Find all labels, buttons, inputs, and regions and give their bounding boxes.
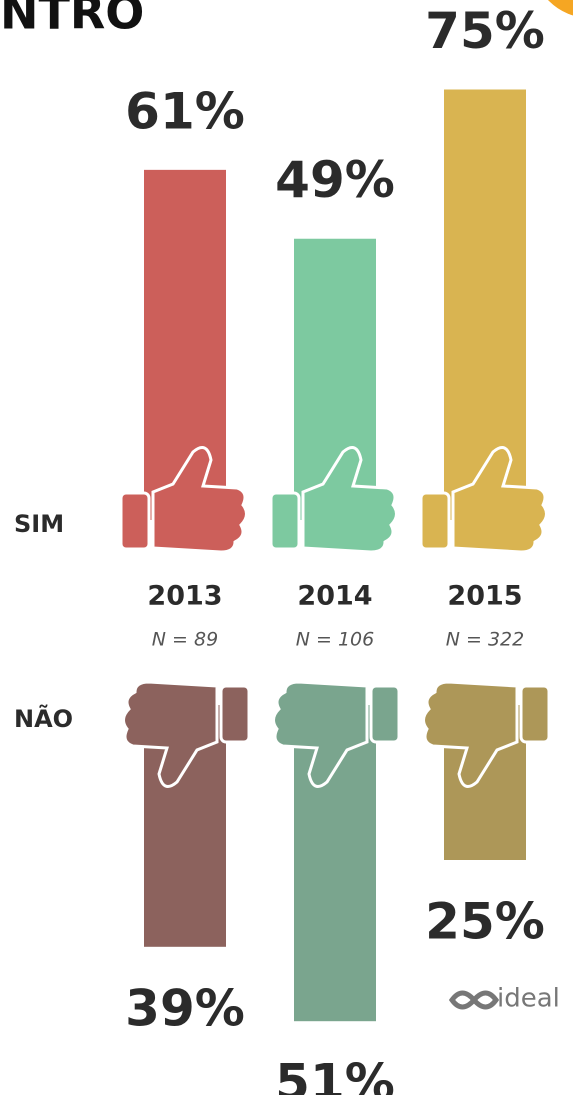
series-label: SIM <box>14 510 64 538</box>
category-label: 2014 <box>297 581 372 612</box>
thumb-cuff <box>369 684 401 744</box>
value-label: 49% <box>275 151 395 209</box>
logo-text: ideal <box>497 984 560 1014</box>
category-label: 2013 <box>147 581 222 612</box>
value-label: 51% <box>275 1054 395 1095</box>
sample-size: N = 322 <box>446 629 524 651</box>
value-label: 39% <box>125 979 245 1037</box>
logo: ideal <box>448 984 560 1014</box>
thumb-down <box>422 680 519 788</box>
thumb-cuff <box>519 684 551 744</box>
sample-size: N = 89 <box>152 629 218 651</box>
sample-size: N = 106 <box>296 629 374 651</box>
chart-title: NTRO <box>0 0 144 40</box>
value-label: 61% <box>125 82 245 140</box>
decor-circle <box>548 0 573 16</box>
thumb-down <box>122 680 219 788</box>
thumb-cuff <box>419 491 451 551</box>
thumb-up <box>151 446 248 554</box>
thumb-cuff <box>269 491 301 551</box>
bar <box>444 89 526 520</box>
thumb-up <box>451 446 548 554</box>
value-label: 75% <box>425 2 545 60</box>
thumb-cuff <box>219 684 251 744</box>
logo-icon <box>448 990 500 1010</box>
thumb-cuff <box>119 491 151 551</box>
value-label: 25% <box>425 893 545 951</box>
thumb-down <box>272 680 369 788</box>
series-label: NÃO <box>14 704 73 733</box>
thumb-up <box>301 446 398 554</box>
category-label: 2015 <box>447 581 522 612</box>
bar <box>144 169 226 521</box>
